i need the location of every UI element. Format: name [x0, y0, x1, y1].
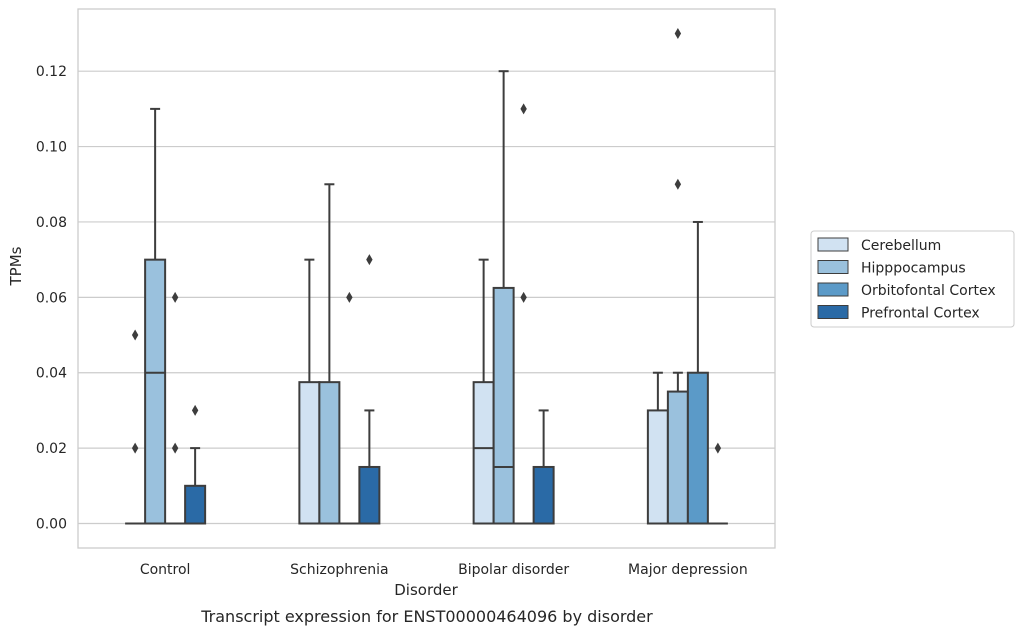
box-orbitofontal-cortex: [686, 220, 709, 525]
box-prefrontal-cortex: [184, 404, 207, 525]
chart-caption: Transcript expression for ENST0000046409…: [200, 607, 653, 626]
legend: Cerebellum Hipppocampus Orbitofontal Corte…: [810, 230, 1015, 328]
box-orbitofontal-cortex: [513, 103, 534, 525]
box-prefrontal-cortex: [707, 442, 728, 525]
outlier-point: [131, 329, 139, 341]
x-axis-title: Disorder: [394, 581, 458, 599]
legend-swatch: [817, 282, 849, 297]
box-orbitofontal-cortex: [339, 291, 360, 525]
legend-label: Orbitofontal Cortex: [861, 283, 996, 299]
y-axis-title: TPMs: [7, 246, 25, 286]
box-cerebellum: [646, 371, 669, 525]
box-hipppocampus: [492, 70, 515, 525]
outlier-point: [191, 404, 199, 416]
y-tick-label: 0.06: [36, 290, 67, 306]
legend-swatch: [817, 260, 849, 274]
y-tick-labels: 0.00 0.02 0.04 0.06 0.08 0.10 0.12: [36, 64, 67, 532]
box-iqr: [666, 390, 689, 525]
box-iqr: [472, 381, 495, 525]
y-tick-label: 0.00: [36, 517, 67, 533]
legend-label: Cerebellum: [861, 238, 941, 254]
x-tick-labels: Control Schizophrenia Bipolar disorder Majo…: [140, 562, 748, 578]
outlier-point: [520, 103, 527, 115]
box-orbitofontal-cortex: [165, 291, 186, 525]
outlier-point: [674, 178, 682, 190]
box-hipppocampus: [666, 28, 689, 525]
legend-swatch: [817, 305, 849, 319]
y-tick-label: 0.12: [36, 64, 67, 80]
outlier-point: [714, 442, 722, 454]
box-iqr: [184, 484, 207, 525]
outlier-point: [366, 254, 373, 266]
y-tick-label: 0.10: [36, 140, 67, 156]
box-iqr: [646, 409, 669, 525]
box-cerebellum: [298, 258, 321, 525]
box-iqr: [144, 258, 167, 525]
legend-swatch: [817, 237, 849, 252]
box-prefrontal-cortex: [358, 254, 381, 525]
legend-label: Prefrontal Cortex: [861, 306, 980, 322]
x-tick-label: Major depression: [628, 562, 748, 578]
box-iqr: [532, 465, 555, 525]
outlier-point: [131, 442, 139, 454]
box-iqr: [298, 381, 321, 525]
box-iqr: [686, 371, 709, 525]
y-tick-label: 0.04: [36, 366, 67, 382]
outlier-point: [520, 291, 527, 303]
x-tick-label: Control: [140, 562, 191, 578]
outlier-point: [171, 442, 179, 454]
legend-label: Hipppocampus: [861, 261, 966, 277]
box-cerebellum: [125, 329, 146, 525]
x-tick-label: Bipolar disorder: [458, 562, 569, 578]
box-iqr: [318, 381, 341, 525]
x-tick-label: Schizophrenia: [290, 562, 388, 578]
box-hipppocampus: [144, 107, 167, 525]
y-tick-label: 0.08: [36, 215, 67, 231]
plot-area-frame: [77, 8, 776, 549]
box-cerebellum: [472, 258, 495, 525]
legend-frame: [810, 230, 1015, 328]
box-prefrontal-cortex: [532, 409, 555, 525]
outlier-point: [346, 291, 353, 303]
box-hipppocampus: [318, 183, 341, 525]
box-iqr: [492, 286, 515, 525]
outlier-point: [674, 28, 682, 39]
outlier-point: [171, 291, 179, 303]
boxes-layer: [125, 28, 728, 525]
box-iqr: [358, 465, 381, 525]
y-tick-label: 0.02: [36, 441, 67, 457]
